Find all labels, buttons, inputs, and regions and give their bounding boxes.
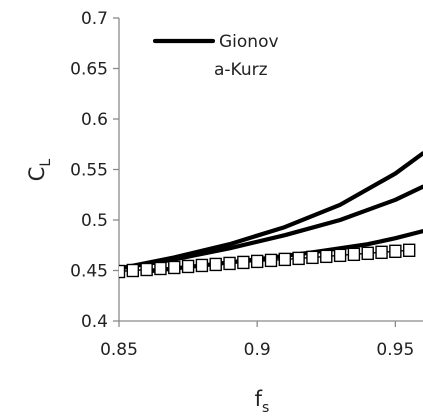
square-marker (223, 256, 236, 271)
square-marker (375, 245, 388, 260)
square-marker (306, 250, 319, 265)
x-tick-label: 0.85 (100, 340, 138, 360)
square-marker (361, 246, 374, 261)
square-marker (181, 259, 195, 274)
square-marker (168, 260, 181, 275)
square-marker (389, 244, 402, 259)
series-marker-line (119, 249, 410, 273)
axis-titles: fs CL (25, 159, 269, 416)
series-layer (119, 151, 423, 279)
y-tick-label: 0.5 (81, 211, 108, 231)
square-marker (264, 253, 278, 268)
x-tick-label: 0.95 (376, 340, 414, 360)
y-tick-label: 0.4 (81, 312, 108, 332)
square-marker (333, 248, 347, 263)
axes: 0.4 0.45 0.5 0.55 0.6 0.65 0.7 0.85 0.9 0.95 (70, 9, 423, 360)
square-marker (237, 255, 250, 270)
legend-label-line: a-Kurz (214, 60, 268, 80)
x-axis-title-subscript: s (262, 400, 269, 416)
legend-label-line: Gionov (219, 32, 279, 52)
y-axis-title: CL (25, 159, 54, 182)
square-marker (195, 258, 209, 273)
square-marker (292, 251, 305, 266)
series-line-2 (119, 184, 423, 271)
square-marker (347, 247, 361, 262)
square-marker (209, 257, 222, 272)
legend: Gionov a-Kurz (152, 32, 279, 80)
square-marker (278, 252, 292, 267)
square-marker (154, 261, 167, 276)
square-marker (126, 263, 140, 278)
y-tick-label: 0.55 (70, 161, 108, 181)
square-marker (119, 264, 126, 279)
square-marker (140, 262, 153, 277)
square-marker (250, 254, 264, 269)
y-tick-label: 0.45 (70, 262, 108, 282)
y-tick-label: 0.6 (81, 110, 108, 130)
square-marker (402, 243, 416, 258)
y-axis-title-subscript: L (38, 159, 54, 167)
x-axis-title: fs (255, 387, 270, 416)
y-tick-label: 0.7 (81, 9, 108, 29)
y-tick-label: 0.65 (70, 60, 108, 80)
square-marker (320, 249, 333, 264)
x-tick-label: 0.9 (244, 340, 271, 360)
legend-label: Gionov a-Kurz (214, 32, 279, 80)
